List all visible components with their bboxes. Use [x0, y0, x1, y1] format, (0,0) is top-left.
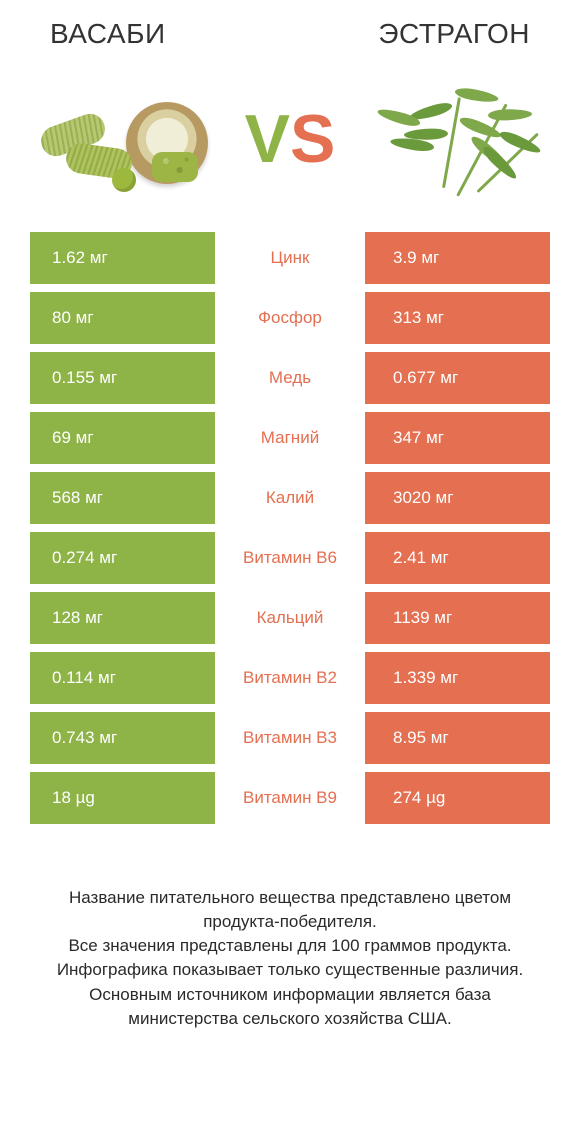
value-right: 1139 мг [365, 592, 550, 644]
nutrient-label: Витамин B3 [215, 712, 365, 764]
footnote-line: Инфографика показывает только существенн… [36, 958, 544, 982]
nutrient-label: Витамин B9 [215, 772, 365, 824]
comparison-table: 1.62 мгЦинк3.9 мг 80 мгФосфор313 мг 0.155 … [0, 232, 580, 824]
nutrient-label: Медь [215, 352, 365, 404]
footnote-line: Все значения представлены для 100 граммо… [36, 934, 544, 958]
header: ВАСАБИ ЭСТРАГОН [0, 0, 580, 50]
table-row: 18 µgВитамин B9274 µg [30, 772, 550, 824]
table-row: 80 мгФосфор313 мг [30, 292, 550, 344]
value-right: 3.9 мг [365, 232, 550, 284]
table-row: 128 мгКальций1139 мг [30, 592, 550, 644]
value-left: 0.114 мг [30, 652, 215, 704]
footnote-line: Название питательного вещества представл… [36, 886, 544, 934]
hero: VS [0, 50, 580, 232]
value-right: 8.95 мг [365, 712, 550, 764]
nutrient-label: Витамин B6 [215, 532, 365, 584]
nutrient-label: Калий [215, 472, 365, 524]
value-left: 69 мг [30, 412, 215, 464]
value-right: 2.41 мг [365, 532, 550, 584]
table-row: 0.274 мгВитамин B62.41 мг [30, 532, 550, 584]
value-left: 0.274 мг [30, 532, 215, 584]
value-right: 1.339 мг [365, 652, 550, 704]
nutrient-label: Кальций [215, 592, 365, 644]
value-right: 274 µg [365, 772, 550, 824]
illustration-tarragon [349, 84, 550, 194]
value-right: 0.677 мг [365, 352, 550, 404]
vs-v-letter: V [245, 105, 290, 173]
vs-s-letter: S [290, 105, 335, 173]
nutrient-label: Фосфор [215, 292, 365, 344]
value-left: 128 мг [30, 592, 215, 644]
nutrient-label: Цинк [215, 232, 365, 284]
value-right: 347 мг [365, 412, 550, 464]
table-row: 0.155 мгМедь0.677 мг [30, 352, 550, 404]
tarragon-icon [360, 84, 540, 194]
table-row: 0.114 мгВитамин B21.339 мг [30, 652, 550, 704]
illustration-wasabi [30, 84, 231, 194]
vs-badge: VS [245, 105, 336, 173]
footnote: Название питательного вещества представл… [0, 832, 580, 1031]
value-left: 0.743 мг [30, 712, 215, 764]
wasabi-icon [40, 84, 220, 194]
value-right: 3020 мг [365, 472, 550, 524]
value-left: 568 мг [30, 472, 215, 524]
table-row: 69 мгМагний347 мг [30, 412, 550, 464]
title-left: ВАСАБИ [50, 18, 166, 50]
table-row: 568 мгКалий3020 мг [30, 472, 550, 524]
footnote-line: Основным источником информации является … [36, 983, 544, 1031]
title-right: ЭСТРАГОН [378, 18, 530, 50]
nutrient-label: Магний [215, 412, 365, 464]
nutrient-label: Витамин B2 [215, 652, 365, 704]
table-row: 1.62 мгЦинк3.9 мг [30, 232, 550, 284]
value-right: 313 мг [365, 292, 550, 344]
value-left: 0.155 мг [30, 352, 215, 404]
value-left: 18 µg [30, 772, 215, 824]
value-left: 1.62 мг [30, 232, 215, 284]
table-row: 0.743 мгВитамин B38.95 мг [30, 712, 550, 764]
value-left: 80 мг [30, 292, 215, 344]
